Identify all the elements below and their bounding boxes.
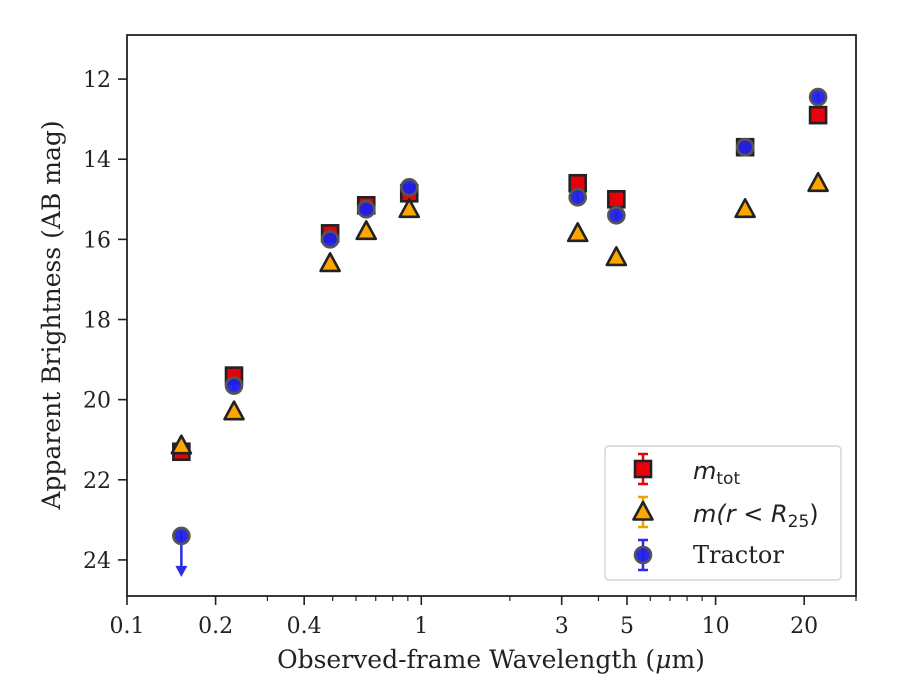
x-tick-label: 0.4 [287,614,322,639]
y-axis-label: Apparent Brightness (AB mag) [37,120,66,510]
y-tick-label: 20 [83,389,111,414]
upper-limit-arrowhead [175,565,188,577]
x-tick-label: 3 [555,614,569,639]
y-tick-label: 22 [83,469,111,494]
data-point-triangle [566,222,589,243]
data-markers [170,87,829,577]
data-point-triangle [223,400,245,421]
data-point-circle [320,230,340,249]
series-circle [172,87,828,577]
data-point-circle [172,526,191,546]
data-point-triangle [734,198,756,219]
series-triangle [170,171,829,455]
legend-marker-circle [633,545,653,565]
x-axis-label: Observed-frame Wavelength (μm) [277,645,705,674]
data-point-circle [568,187,588,207]
data-point-circle [607,206,626,225]
y-tick-label: 18 [83,309,111,334]
x-axis: 0.1 0.2 0.4 1 3 5 10 20 [110,596,857,639]
x-tick-label: 0.2 [198,614,233,639]
data-point-circle [356,200,376,219]
legend-label-m-r25: m(r < R25) [693,500,819,532]
legend-label-mtot: mtot [693,457,740,489]
legend-box [604,445,842,581]
y-tick-label: 12 [83,68,111,93]
y-axis: 12 14 16 18 20 22 24 [83,68,127,574]
data-point-circle [399,177,419,197]
y-tick-label: 24 [83,549,111,574]
y-tick-label: 16 [83,228,111,253]
legend: mtot m(r < R25) Tractor [604,445,842,581]
data-point-circle [224,376,244,395]
data-point-triangle [605,246,628,267]
data-point-triangle [355,220,378,241]
legend-marker-triangle [632,500,654,521]
data-point-circle [735,137,755,157]
x-tick-label: 20 [790,614,818,639]
x-tick-label: 1 [414,614,428,639]
data-point-square [808,105,828,125]
y-tick-label: 14 [83,148,111,173]
x-tick-label: 10 [702,614,730,639]
data-point-circle [808,87,828,107]
data-point-triangle [170,434,193,455]
data-point-square [607,189,626,209]
x-tick-label: 0.1 [110,614,145,639]
data-point-triangle [398,198,421,219]
legend-marker-square [633,459,653,479]
x-tick-label: 5 [620,614,634,639]
legend-label-tractor: Tractor [693,541,784,569]
data-point-triangle [319,252,341,273]
data-point-triangle [807,171,829,193]
